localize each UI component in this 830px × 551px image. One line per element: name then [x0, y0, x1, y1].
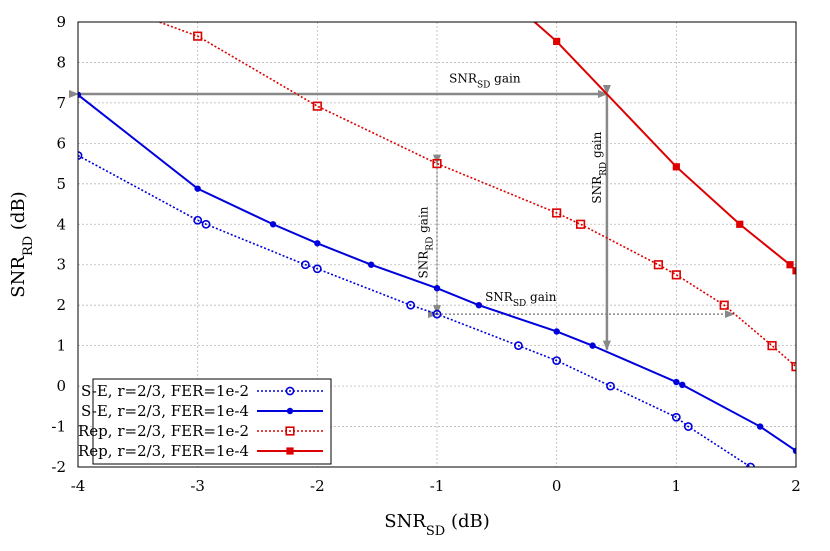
- data-point: [432, 158, 442, 169]
- gain-annotation-label: SNRSD gain: [449, 72, 521, 91]
- data-point: [367, 261, 375, 268]
- legend-label: Rep, r=2/3, FER=1e-2: [78, 422, 249, 440]
- series-line: [533, 22, 796, 272]
- data-point: [719, 300, 729, 310]
- annotations: SNRSD gain SNRRD gain SNRRD gain SNRSD gain: [69, 72, 735, 351]
- data-point: [285, 386, 295, 396]
- data-point: [286, 447, 294, 455]
- data-point: [201, 219, 211, 229]
- legend-label: Rep, r=2/3, FER=1e-4: [78, 442, 249, 460]
- data-point: [312, 264, 322, 274]
- ticks: -4 -3 -2 -1 0 1 2 -2 -1 0 1 2 3 4 5 6 7 8 9: [51, 13, 800, 495]
- x-tick-label: 1: [672, 477, 682, 495]
- y-tick-label: 6: [56, 134, 66, 152]
- data-point: [78, 91, 82, 99]
- data-point: [679, 381, 686, 389]
- data-point: [552, 356, 562, 366]
- data-point: [589, 342, 596, 349]
- series-2: [78, 91, 796, 455]
- data-point: [432, 309, 442, 319]
- data-point: [193, 31, 203, 41]
- y-tick-label: -2: [51, 458, 66, 476]
- x-tick-label: 2: [791, 477, 801, 495]
- plot-frame: [77, 21, 797, 468]
- x-tick-label: -1: [430, 477, 445, 495]
- y-tick-label: 2: [56, 296, 66, 314]
- legend-entry: S-E, r=2/3, FER=1e-4: [81, 402, 323, 420]
- data-point: [575, 219, 586, 229]
- y-tick-label: 0: [56, 377, 66, 395]
- y-tick-label: 4: [56, 215, 66, 233]
- y-tick-label: 1: [56, 337, 66, 355]
- data-point: [791, 362, 796, 372]
- x-axis-label: SNRSD (dB): [384, 511, 490, 539]
- data-point: [552, 208, 562, 218]
- series-line: [78, 154, 751, 467]
- data-point: [475, 301, 483, 309]
- legend-entry: Rep, r=2/3, FER=1e-2: [78, 422, 323, 440]
- data-point: [653, 260, 663, 270]
- data-point: [553, 37, 561, 46]
- series-layer: [78, 6, 796, 467]
- data-point: [314, 240, 321, 247]
- data-point: [672, 163, 680, 171]
- data-point: [517, 6, 524, 13]
- data-point: [269, 221, 277, 228]
- data-point: [553, 328, 560, 335]
- y-tick-label: 8: [56, 53, 66, 71]
- x-tick-label: 0: [552, 477, 562, 495]
- data-point: [406, 300, 416, 310]
- legend-entry: Rep, r=2/3, FER=1e-4: [78, 442, 323, 460]
- data-point: [193, 215, 203, 225]
- data-point: [312, 101, 322, 111]
- legend-entry: S-E, r=2/3, FER=1e-2: [81, 382, 323, 400]
- data-point: [786, 261, 794, 269]
- x-tick-label: -3: [190, 477, 205, 495]
- x-tick-label: -2: [310, 477, 325, 495]
- data-point: [792, 447, 796, 455]
- data-point: [606, 381, 615, 391]
- data-point: [671, 270, 681, 280]
- legend: S-E, r=2/3, FER=1e-2 S-E, r=2/3, FER=1e-4…: [78, 378, 332, 465]
- x-tick-label: -4: [71, 477, 86, 495]
- legend-label: S-E, r=2/3, FER=1e-2: [81, 382, 249, 400]
- gain-annotation-label: SNRRD gain: [416, 206, 435, 278]
- data-point: [683, 422, 693, 431]
- data-point: [513, 341, 523, 351]
- y-tick-label: -1: [51, 418, 66, 436]
- series-3: [122, 6, 796, 372]
- y-tick-label: 5: [56, 175, 66, 193]
- series-1: [78, 151, 755, 467]
- series-line: [156, 22, 796, 368]
- data-point: [736, 220, 744, 228]
- data-point: [671, 412, 681, 422]
- data-point: [433, 284, 441, 292]
- y-tick-label: 3: [56, 256, 66, 274]
- data-point: [194, 185, 201, 192]
- y-tick-label: 9: [56, 13, 66, 31]
- data-point: [673, 378, 680, 386]
- data-point: [756, 423, 764, 430]
- y-axis-label: SNRRD (dB): [8, 191, 36, 297]
- data-point: [285, 426, 295, 436]
- y-tick-label: 7: [56, 94, 66, 112]
- data-point: [767, 341, 777, 351]
- series-4: [517, 6, 796, 275]
- gain-annotation-label: SNRRD gain: [590, 131, 609, 203]
- data-point: [122, 6, 130, 14]
- data-point: [286, 407, 294, 415]
- gain-annotation-label: SNRSD gain: [485, 290, 557, 309]
- data-point: [792, 267, 796, 275]
- data-point: [300, 260, 310, 270]
- legend-label: S-E, r=2/3, FER=1e-4: [81, 402, 249, 420]
